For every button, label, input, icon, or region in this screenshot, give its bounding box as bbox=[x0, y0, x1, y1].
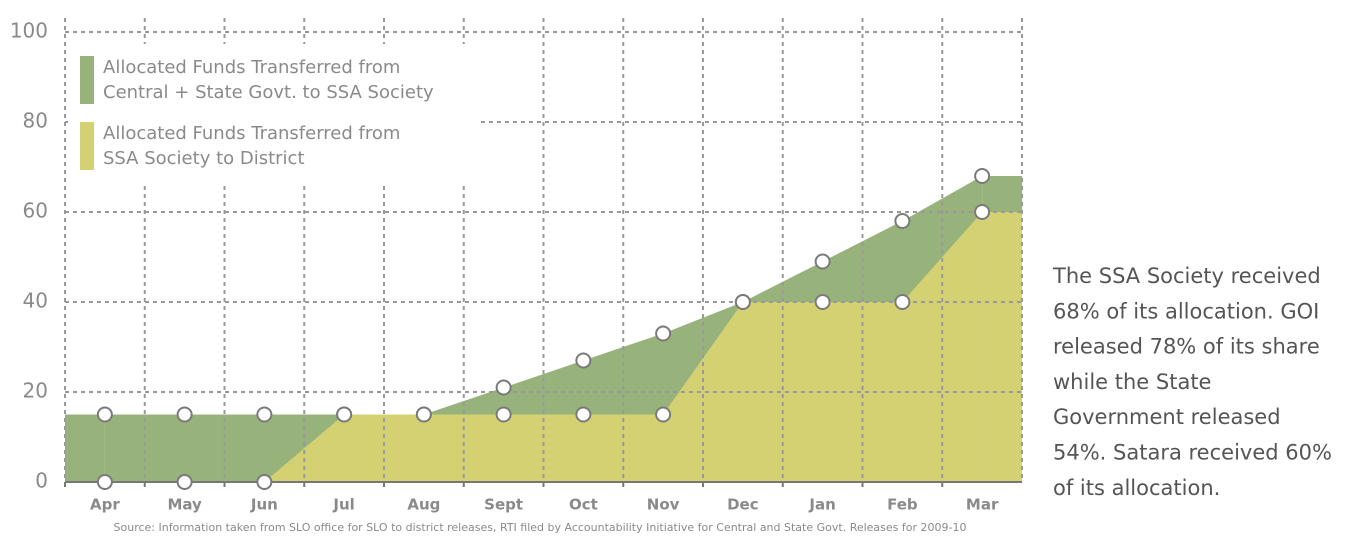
x-tick-label: Dec bbox=[727, 496, 759, 514]
x-tick-label: Nov bbox=[647, 496, 680, 514]
x-tick-label: Apr bbox=[90, 496, 120, 514]
y-tick-label: 20 bbox=[23, 379, 48, 403]
data-point bbox=[894, 213, 911, 229]
legend-swatch bbox=[80, 56, 94, 104]
x-tick-label: Jan bbox=[808, 496, 835, 514]
x-tick-label: Aug bbox=[407, 496, 440, 514]
legend-background bbox=[68, 44, 480, 184]
data-point bbox=[575, 352, 592, 369]
legend-swatch bbox=[80, 122, 94, 170]
annotation: released 78% of its share bbox=[1053, 335, 1320, 359]
data-point bbox=[176, 406, 193, 423]
annotation: 54%. Satara received 60% bbox=[1053, 441, 1332, 465]
data-point bbox=[96, 406, 113, 423]
y-tick-label: 100 bbox=[10, 19, 48, 43]
y-tick-label: 80 bbox=[23, 109, 48, 133]
y-tick-label: 60 bbox=[23, 199, 48, 223]
data-point bbox=[655, 406, 672, 423]
data-point bbox=[575, 406, 592, 423]
y-tick-label: 40 bbox=[23, 289, 48, 313]
legend-label: Allocated Funds Transferred from SSA Soci… bbox=[103, 123, 400, 169]
data-point bbox=[495, 379, 512, 396]
x-tick-label: Oct bbox=[569, 496, 598, 514]
data-point bbox=[734, 294, 751, 310]
data-point bbox=[96, 474, 113, 490]
data-point bbox=[336, 406, 353, 423]
x-tick-label: Sept bbox=[484, 496, 523, 514]
data-point bbox=[256, 474, 273, 490]
x-tick-label: Feb bbox=[887, 496, 918, 514]
x-tick-label: Mar bbox=[966, 496, 999, 514]
legend-label: Allocated Funds Transferred from Central … bbox=[103, 57, 434, 103]
data-point bbox=[974, 204, 991, 220]
area bbox=[104, 212, 983, 482]
data-point bbox=[495, 406, 512, 423]
annotation: while the State bbox=[1053, 370, 1211, 394]
area-edge bbox=[65, 414, 105, 482]
annotation: 68% of its allocation. GOI bbox=[1053, 299, 1319, 323]
data-point bbox=[176, 474, 193, 490]
area-edge bbox=[982, 212, 1022, 482]
x-tick-label: Jul bbox=[332, 496, 354, 514]
data-point bbox=[814, 253, 831, 270]
annotation: Government released bbox=[1053, 405, 1281, 429]
x-tick-label: Jun bbox=[250, 496, 278, 514]
data-point bbox=[814, 294, 831, 310]
x-tick-label: May bbox=[167, 496, 202, 514]
y-tick-label: 0 bbox=[35, 469, 48, 493]
data-point bbox=[256, 406, 273, 423]
data-point bbox=[415, 406, 432, 423]
annotation: of its allocation. bbox=[1053, 476, 1220, 500]
source: Source: Information taken from SLO offic… bbox=[114, 521, 967, 534]
data-point bbox=[655, 325, 672, 342]
data-point bbox=[894, 294, 911, 310]
annotation: The SSA Society received bbox=[1052, 264, 1321, 288]
data-point bbox=[974, 168, 991, 184]
